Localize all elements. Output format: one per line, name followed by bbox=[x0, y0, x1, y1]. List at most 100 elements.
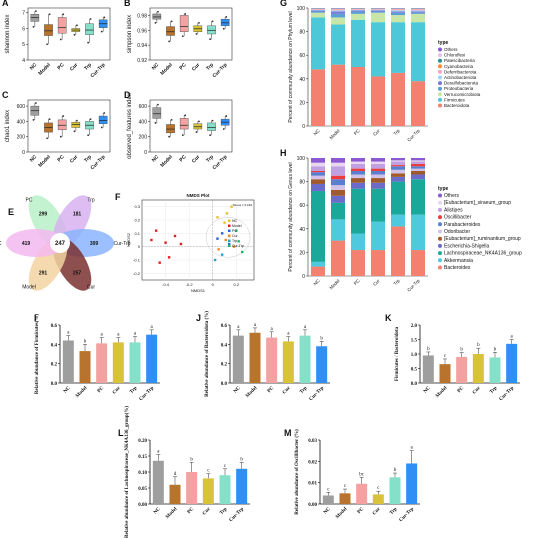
data-point bbox=[48, 13, 51, 16]
bar bbox=[322, 495, 334, 504]
legend-label: Actinobacteriota bbox=[444, 75, 477, 80]
stack-segment bbox=[391, 9, 405, 11]
stack-segment bbox=[371, 168, 385, 171]
bar bbox=[389, 477, 401, 504]
significance-letter: a bbox=[287, 332, 290, 337]
legend-label: Oscillibacter bbox=[444, 215, 472, 221]
stack-segment bbox=[331, 175, 345, 180]
y-tick-label: 4 bbox=[22, 58, 25, 64]
significance-letter: d bbox=[174, 472, 177, 477]
y-tick-label: 0 bbox=[302, 274, 305, 280]
legend-label: [Eubacterium]_ruminantium_group bbox=[444, 236, 521, 242]
x-tick-label: Cur-Trp bbox=[406, 278, 421, 293]
scatter-point bbox=[216, 216, 219, 219]
data-point bbox=[209, 38, 212, 41]
data-point bbox=[225, 115, 228, 117]
plot-frame bbox=[27, 7, 111, 61]
bar bbox=[202, 478, 214, 504]
stack-segment bbox=[411, 22, 425, 82]
stack-segment bbox=[331, 240, 345, 276]
stack-segment bbox=[391, 11, 405, 13]
significance-letter: a bbox=[304, 325, 307, 330]
legend-label: Others bbox=[444, 193, 460, 199]
stack-segment bbox=[371, 170, 385, 175]
y-axis-label: simpson index bbox=[127, 15, 133, 53]
y-tick-label: 2.0 bbox=[411, 324, 418, 329]
stack-segment bbox=[391, 158, 405, 161]
x-tick-label: PC bbox=[97, 386, 106, 395]
stack-segment bbox=[391, 166, 405, 170]
data-point bbox=[184, 114, 187, 117]
x-tick-label: -0.2 bbox=[186, 282, 194, 287]
bar bbox=[422, 355, 434, 383]
venn-core bbox=[50, 233, 70, 253]
legend-swatch bbox=[438, 229, 442, 234]
stack-segment bbox=[371, 10, 385, 12]
y-tick-label: 1.5 bbox=[411, 339, 418, 344]
scatter-point bbox=[228, 242, 231, 246]
bar bbox=[506, 343, 518, 383]
x-tick-label: Trp bbox=[393, 278, 402, 287]
significance-letter: b bbox=[460, 348, 463, 353]
stack-segment bbox=[351, 10, 365, 12]
y-tick-label: 0.3 bbox=[134, 204, 140, 209]
stack-segment bbox=[311, 11, 325, 13]
legend-label: Trp bbox=[232, 239, 237, 243]
legend-swatch bbox=[438, 265, 442, 270]
box bbox=[207, 25, 216, 35]
box bbox=[207, 122, 216, 131]
stack-segment bbox=[311, 162, 325, 167]
significance-letter: a bbox=[237, 325, 240, 330]
data-point bbox=[46, 137, 49, 140]
x-tick-label: NC bbox=[29, 154, 39, 164]
x-tick-label: PC bbox=[267, 386, 276, 395]
x-tick-label: NC bbox=[323, 507, 332, 516]
x-tick-label: Trp bbox=[299, 386, 308, 395]
stack-segment bbox=[331, 179, 345, 186]
y-tick-label: 0.0 bbox=[411, 382, 418, 387]
legend-swatch bbox=[438, 193, 442, 198]
legend-swatch bbox=[438, 75, 442, 80]
legend-swatch bbox=[228, 234, 231, 237]
x-tick-label: Model bbox=[37, 154, 52, 169]
legend-label: Cur-Trp bbox=[232, 244, 244, 248]
x-tick-label: -0.4 bbox=[162, 282, 170, 287]
x-tick-label: PC bbox=[187, 507, 196, 516]
panel-letter: C bbox=[2, 90, 9, 100]
stack-segment bbox=[351, 11, 365, 14]
legend-label: Chloroflexi bbox=[444, 53, 465, 58]
data-point bbox=[184, 13, 187, 15]
data-point bbox=[46, 43, 49, 46]
y-tick-label: 400 bbox=[17, 119, 26, 125]
legend-swatch bbox=[228, 224, 231, 227]
panel-letter: A bbox=[2, 0, 9, 8]
legend-label: Proteobacteria bbox=[444, 86, 474, 91]
bar bbox=[129, 342, 141, 383]
y-tick-label: 0.5 bbox=[411, 368, 418, 373]
stack-segment bbox=[371, 174, 385, 179]
y-tick-label: 0.2 bbox=[221, 363, 228, 368]
scatter-point bbox=[235, 229, 238, 232]
y-tick-label: 0.6 bbox=[51, 324, 58, 329]
significance-letter: bc bbox=[359, 472, 365, 477]
y-axis-label: Relative abundance of Firmicutes(%) bbox=[35, 314, 40, 394]
y-tick-label: 0.02 bbox=[308, 460, 317, 465]
y-tick-label: 0 bbox=[302, 124, 305, 130]
data-point bbox=[62, 13, 65, 16]
stack-segment bbox=[351, 188, 365, 234]
x-tick-label: PC bbox=[178, 154, 187, 163]
scatter-point bbox=[237, 240, 240, 243]
y-axis-label: chao1 index bbox=[5, 110, 11, 142]
legend-label: Parabacteroides bbox=[444, 222, 481, 228]
bar bbox=[112, 342, 124, 383]
plot-frame bbox=[141, 199, 255, 281]
y-tick-label: 60 bbox=[299, 53, 305, 59]
data-point bbox=[222, 27, 225, 30]
scatter-point bbox=[230, 205, 233, 208]
significance-letter: a bbox=[271, 327, 274, 332]
stack-segment bbox=[411, 250, 425, 276]
significance-letter: a bbox=[117, 333, 120, 338]
box bbox=[166, 124, 175, 134]
stack-segment bbox=[331, 202, 345, 220]
